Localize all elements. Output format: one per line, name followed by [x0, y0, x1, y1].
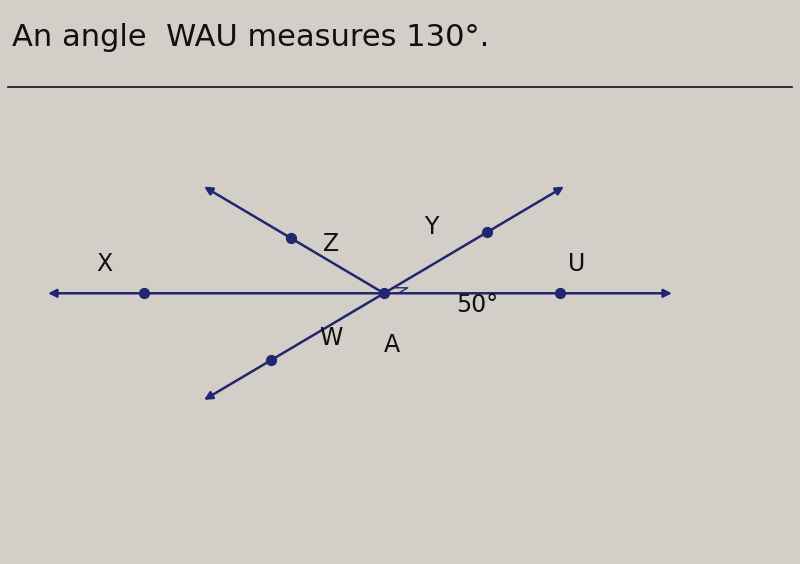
Text: 50°: 50° [456, 293, 498, 316]
Point [138, 289, 150, 298]
Text: An angle  WAU measures 130°.: An angle WAU measures 130°. [12, 23, 490, 51]
Text: Z: Z [323, 232, 339, 256]
Point [285, 234, 298, 243]
Point [554, 289, 566, 298]
Point [378, 289, 390, 298]
Text: U: U [568, 252, 586, 276]
Point [481, 228, 494, 237]
Text: Y: Y [424, 215, 438, 239]
Text: W: W [319, 326, 342, 350]
Text: X: X [96, 252, 112, 276]
Point [265, 356, 278, 365]
Text: A: A [384, 333, 400, 357]
